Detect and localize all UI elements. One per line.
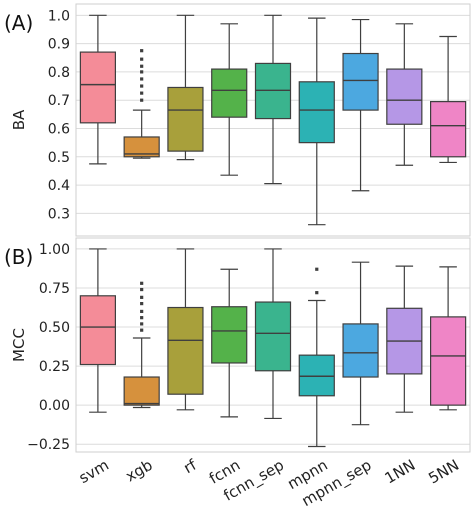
- box-fcnn: [211, 268, 248, 418]
- outlier-point: [140, 84, 144, 88]
- y-tick-label: 0.00: [39, 398, 70, 414]
- y-tick-label: 0.75: [39, 281, 70, 297]
- plot-frame: [75, 3, 471, 237]
- box-mpnn_sep: [342, 261, 379, 426]
- x-tick-label: 5NN: [425, 456, 462, 488]
- box-mpnn: [298, 17, 335, 226]
- outlier-point: [140, 316, 144, 320]
- outlier-point: [140, 328, 144, 332]
- outlier-point: [140, 98, 144, 102]
- y-tick-label: 0.25: [39, 359, 70, 375]
- y-tick-label: 1.00: [39, 242, 70, 258]
- box-fcnn: [211, 23, 248, 176]
- box-1NN: [386, 265, 423, 413]
- box-iqr: [386, 68, 423, 125]
- outlier-point: [315, 291, 319, 295]
- x-tick-label: svm: [76, 456, 112, 487]
- outlier-point: [140, 49, 144, 53]
- x-tick-label: rf: [181, 456, 201, 478]
- outlier-point: [140, 57, 144, 61]
- box-iqr: [430, 316, 467, 406]
- outlier-point: [315, 267, 319, 271]
- box-mpnn_sep: [342, 18, 379, 192]
- outlier-point: [140, 70, 144, 74]
- panel-a: 0.3 0.4 0.5 0.6 0.7 0.8 0.9 1.0 (A) BA: [4, 3, 471, 237]
- y-tick-label: 0.6: [48, 121, 70, 137]
- box-iqr: [211, 68, 248, 118]
- y-tick-label: 0.9: [48, 37, 70, 53]
- y-tick-label: 0.4: [48, 178, 70, 194]
- y-tick-label: 0.8: [48, 65, 70, 81]
- box-iqr: [342, 52, 379, 111]
- outlier-point: [140, 309, 144, 314]
- outlier-point: [140, 64, 144, 68]
- outlier-point: [140, 295, 144, 299]
- box-svm: [79, 248, 116, 413]
- x-tick-label: xgb: [122, 456, 155, 486]
- box-iqr: [298, 354, 335, 397]
- box-xgb: [123, 49, 160, 159]
- y-tick-label: 1.0: [48, 8, 70, 24]
- box-iqr: [254, 62, 292, 120]
- box-5NN: [430, 35, 467, 164]
- y-tick-label: 0.50: [39, 320, 70, 336]
- y-axis-label: MCC: [10, 328, 28, 362]
- box-iqr: [298, 81, 335, 144]
- outlier-point: [140, 91, 144, 95]
- box-iqr: [79, 295, 116, 366]
- outlier-point: [140, 281, 144, 285]
- box-iqr: [430, 101, 467, 158]
- panel-label: (B): [4, 245, 33, 269]
- y-tick-label: 0.3: [48, 206, 70, 222]
- y-tick-label: 0.5: [48, 150, 70, 166]
- y-axis-label: BA: [10, 109, 28, 130]
- box-rf: [167, 14, 204, 161]
- box-iqr: [167, 306, 204, 395]
- box-iqr: [254, 301, 292, 372]
- outlier-point: [140, 77, 144, 81]
- outlier-point: [140, 302, 144, 306]
- box-iqr: [167, 86, 204, 152]
- box-mpnn: [298, 267, 335, 448]
- y-tick-label: −0.25: [27, 437, 70, 453]
- box-fcnn_sep: [254, 248, 292, 420]
- outlier-point: [140, 322, 144, 326]
- x-tick-label: 1NN: [382, 456, 419, 488]
- panel-label: (A): [4, 11, 33, 35]
- box-1NN: [386, 23, 423, 166]
- box-5NN: [430, 266, 467, 411]
- box-svm: [79, 14, 116, 165]
- plot-frame: [75, 237, 471, 453]
- box-iqr: [123, 136, 160, 158]
- box-rf: [167, 248, 204, 411]
- box-xgb: [123, 281, 160, 409]
- box-iqr: [79, 51, 116, 124]
- box-iqr: [211, 306, 248, 364]
- y-tick-label: 0.7: [48, 93, 70, 109]
- outlier-point: [140, 287, 144, 292]
- box-iqr: [123, 376, 160, 406]
- box-fcnn_sep: [254, 14, 292, 185]
- box-iqr: [342, 323, 379, 378]
